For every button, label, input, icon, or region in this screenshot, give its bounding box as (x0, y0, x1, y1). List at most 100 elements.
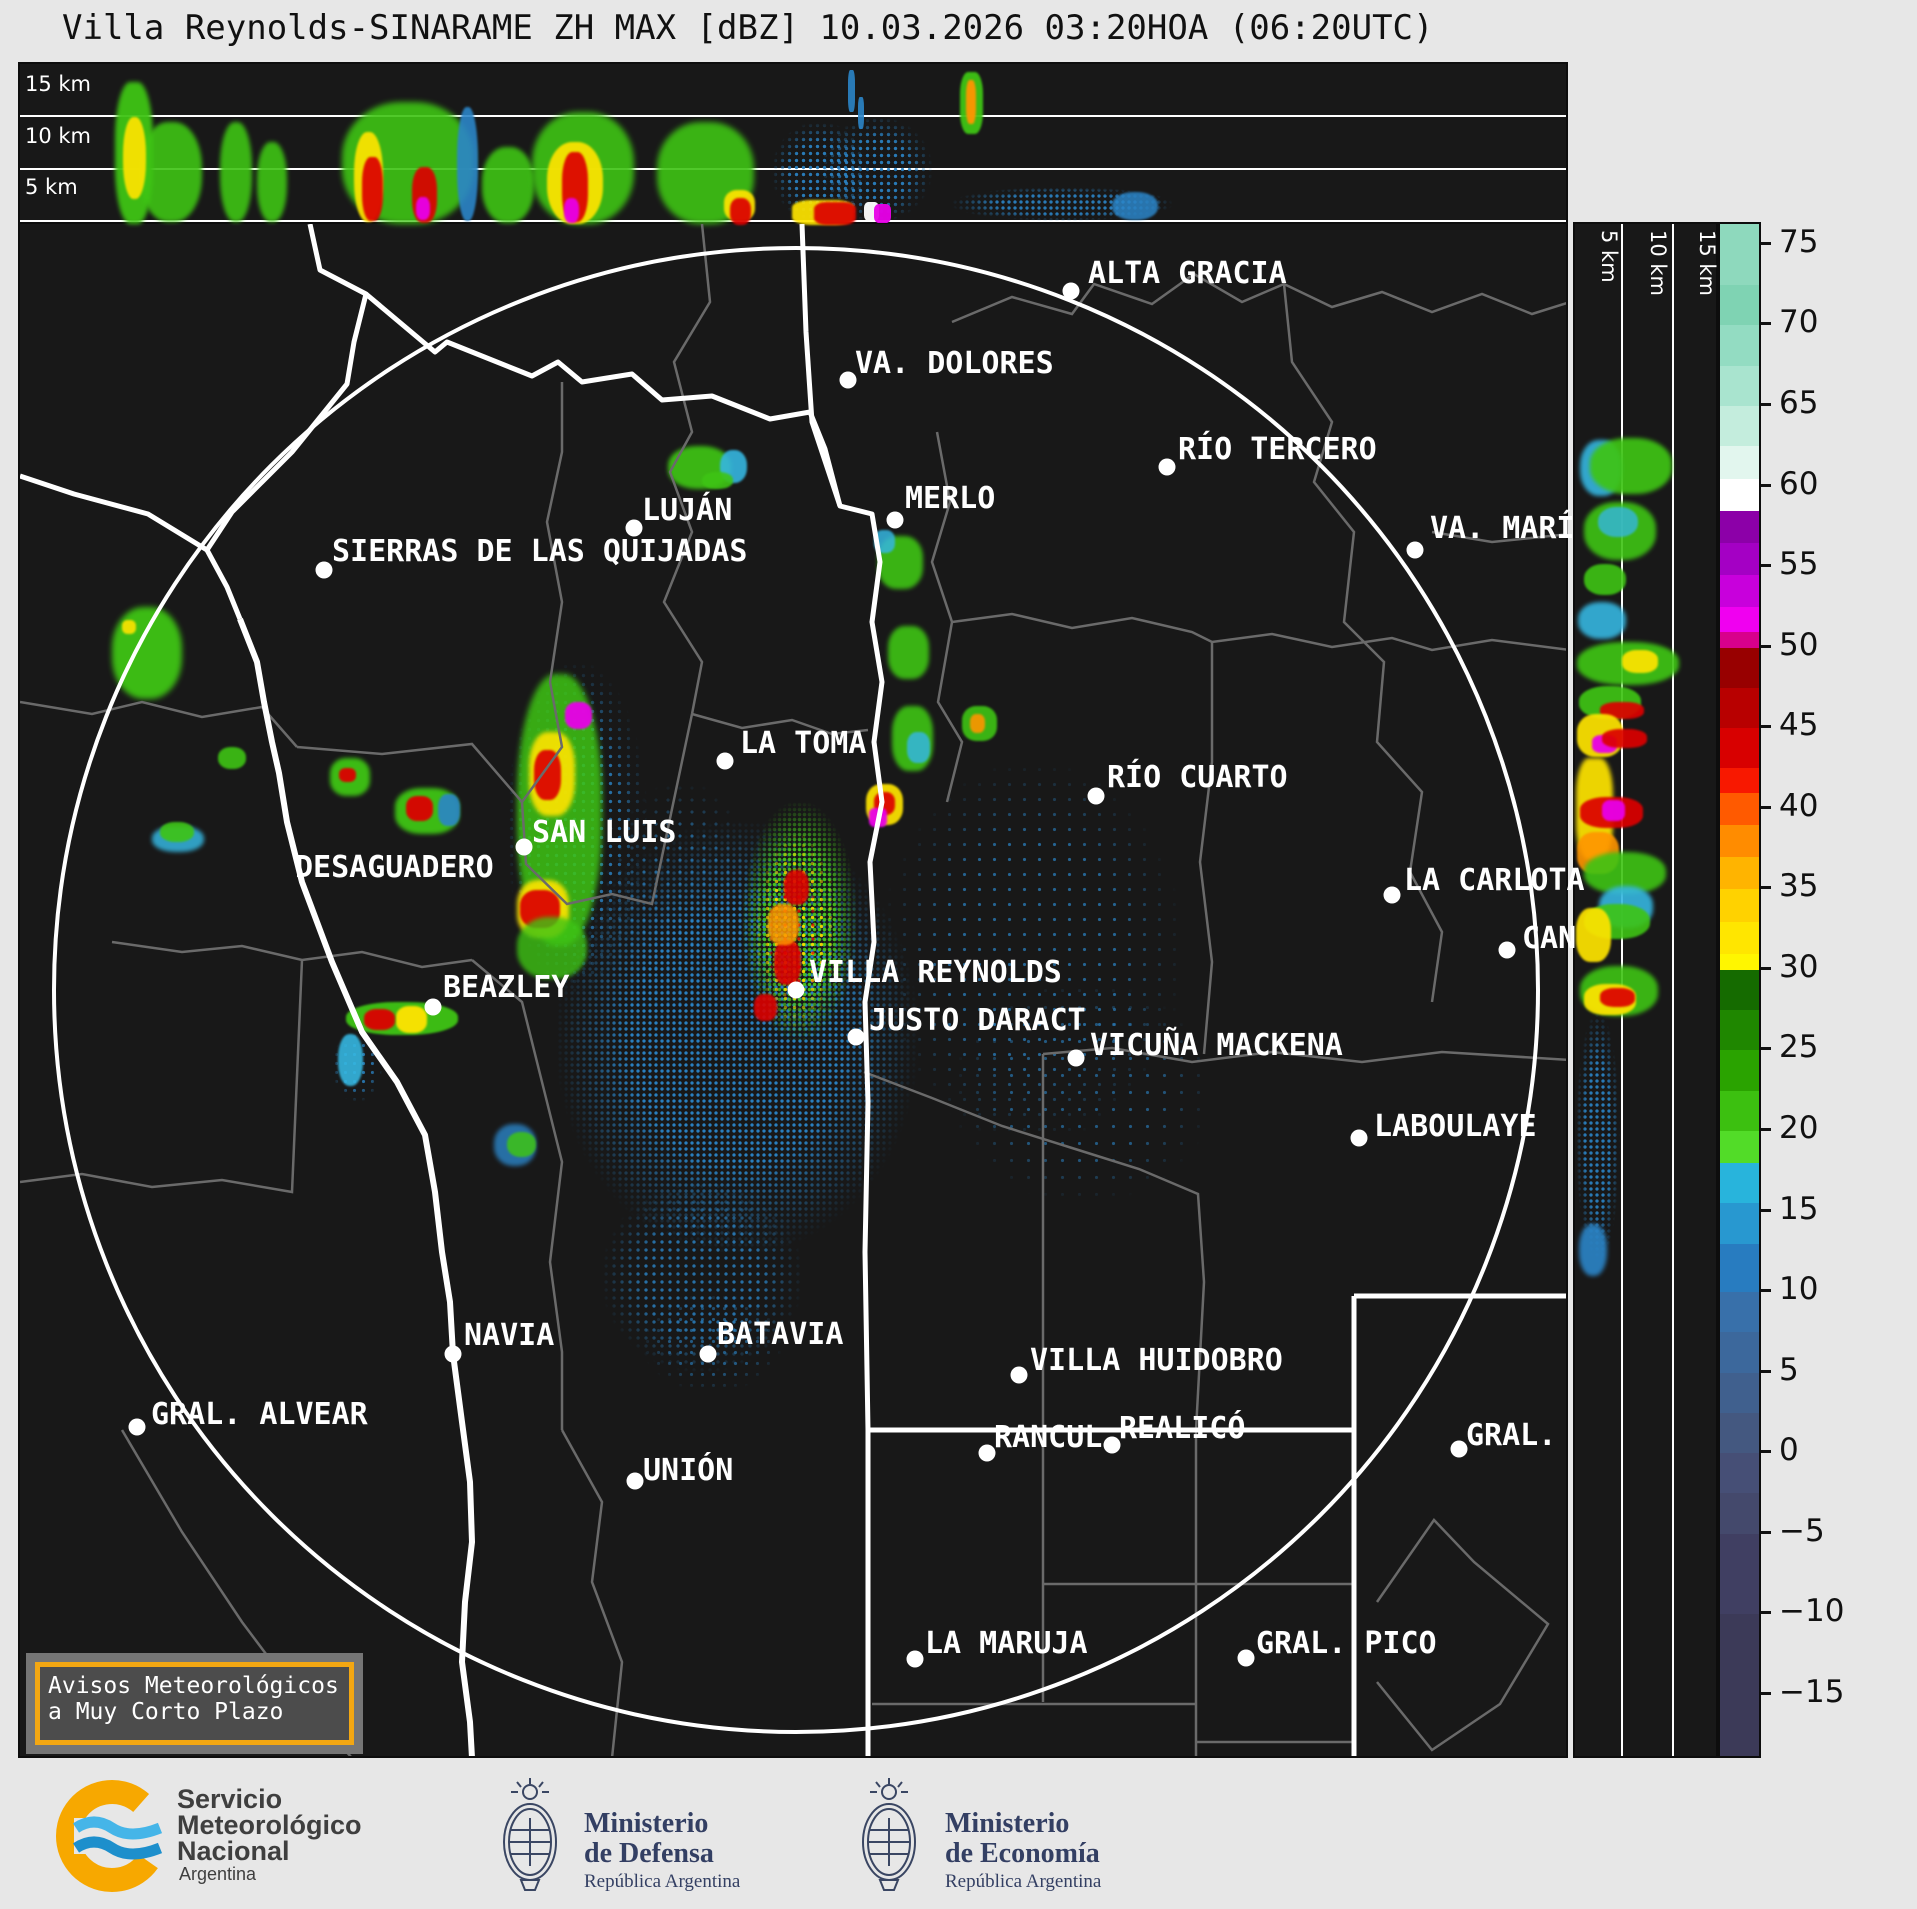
colorbar-tick (1761, 241, 1771, 245)
colorbar-segment (1720, 325, 1759, 367)
radar-echo (534, 750, 561, 800)
city-dot (1158, 458, 1176, 476)
map-borders (20, 224, 1566, 1756)
radar-echo (1598, 507, 1638, 537)
smn-line3: Nacional (177, 1836, 290, 1866)
city-label: CAN (1522, 921, 1577, 956)
radar-echo (1584, 564, 1626, 595)
colorbar-segment (1720, 1090, 1759, 1132)
colorbar-tick (1761, 1691, 1771, 1695)
radar-echo (220, 122, 252, 222)
defensa-line2: de Defensa (584, 1838, 714, 1869)
city-dot (128, 1418, 146, 1436)
colorbar-segment (1720, 1533, 1759, 1615)
radar-echo (364, 1009, 395, 1030)
advisory-box: Avisos Meteorológicos a Muy Corto Plazo (26, 1653, 363, 1754)
colorbar-tick-label: 0 (1779, 1432, 1799, 1469)
colorbar-tick (1761, 805, 1771, 809)
advisory-text: Avisos Meteorológicos a Muy Corto Plazo (35, 1662, 354, 1745)
colorbar-segment (1720, 824, 1759, 858)
map-echoes (20, 224, 1566, 1756)
economia-shield-icon (862, 1778, 916, 1891)
colorbar-tick-label: 70 (1779, 304, 1819, 341)
city-dot (1010, 1366, 1028, 1384)
city-label: VA. DOLORES (855, 346, 1054, 381)
colorbar-segment (1720, 1243, 1759, 1293)
city-dot (1062, 282, 1080, 300)
colorbar-segment (1720, 687, 1759, 729)
city-dot (515, 838, 533, 856)
colorbar-tick-label: 5 (1779, 1351, 1799, 1388)
city-label: SAN LUIS (532, 815, 677, 850)
colorbar-segment (1720, 607, 1759, 633)
radar-echo (1622, 650, 1658, 673)
radar-echo (768, 904, 799, 945)
radar-echo (970, 714, 985, 733)
city-label: RÍO TERCERO (1178, 432, 1377, 467)
colorbar-tick-label: 60 (1779, 465, 1819, 502)
radar-echo-speckle (642, 1292, 782, 1392)
colorbar-segment (1720, 1614, 1759, 1757)
city-label: JUSTO DARACT (869, 1003, 1086, 1038)
colorbar-tick-label: 65 (1779, 385, 1819, 422)
city-dot (906, 1650, 924, 1668)
city-label: RÍO CUARTO (1107, 760, 1288, 795)
colorbar-segment (1720, 768, 1759, 794)
city-label: LUJÁN (642, 493, 733, 528)
radar-echo (1602, 729, 1647, 748)
colorbar-tick (1761, 322, 1771, 326)
city-dot (424, 998, 442, 1016)
radar-echo (507, 1132, 536, 1157)
radar-map: ALTA GRACIA VA. DOLORES RÍO TERCERO VA. MAR… (18, 222, 1585, 1758)
colorbar-segment (1720, 406, 1759, 447)
colorbar-tick-label: 15 (1779, 1190, 1819, 1227)
colorbar-segment (1720, 647, 1759, 689)
city-label: RANCUL (994, 1420, 1103, 1455)
colorbar-tick (1761, 1047, 1771, 1051)
radar-echo (1112, 192, 1158, 220)
radar-echo (218, 747, 246, 769)
top-cross-section-panel: 15 km 10 km 5 km (18, 62, 1568, 225)
city-dot (1103, 1436, 1121, 1454)
colorbar-segment (1720, 969, 1759, 1011)
colorbar-tick-label: 30 (1779, 948, 1819, 985)
colorbar-tick (1761, 1530, 1771, 1534)
radar-echo (1602, 800, 1625, 821)
radar-echo (564, 198, 579, 223)
colorbar-tick (1761, 1369, 1771, 1373)
radar-echo (396, 1006, 427, 1033)
colorbar-tick-label: 10 (1779, 1271, 1819, 1308)
radar-echo (362, 157, 383, 221)
city-label: BATAVIA (717, 1317, 844, 1352)
city-label: SIERRAS DE LAS QUIJADAS (332, 534, 748, 569)
radar-echo (565, 702, 592, 729)
city-label: LA CARLOTA (1404, 863, 1585, 898)
height-label: 5 km (1597, 230, 1621, 283)
city-dot (839, 371, 857, 389)
colorbar-segment (1720, 1163, 1759, 1204)
city-label: BEAZLEY (443, 970, 570, 1005)
colorbar-segment (1720, 1010, 1759, 1051)
city-label: ALTA GRACIA (1088, 256, 1287, 291)
colorbar-tick-label: 35 (1779, 868, 1819, 905)
city-label: NAVIA (464, 1318, 555, 1353)
radar-echo (257, 142, 287, 222)
colorbar-tick (1761, 1289, 1771, 1293)
radar-echo (702, 472, 733, 489)
colorbar-tick-label: 75 (1779, 223, 1819, 260)
height-label: 10 km (1646, 230, 1670, 297)
colorbar-tick (1761, 1208, 1771, 1212)
colorbar-tick-label: −10 (1779, 1593, 1845, 1630)
colorbar-segment (1720, 1292, 1759, 1333)
radar-echo (754, 994, 777, 1021)
colorbar-tick-label: 55 (1779, 546, 1819, 583)
economia-line2: de Economía (945, 1838, 1100, 1869)
city-label: VICUÑA MACKENA (1090, 1028, 1343, 1063)
city-dot (847, 1028, 865, 1046)
city-dot (699, 1345, 717, 1363)
city-dot (444, 1345, 462, 1363)
radar-echo (123, 117, 146, 199)
colorbar-tick (1761, 1450, 1771, 1454)
smn-line2: Meteorológico (177, 1810, 362, 1840)
radar-echo (874, 204, 891, 223)
